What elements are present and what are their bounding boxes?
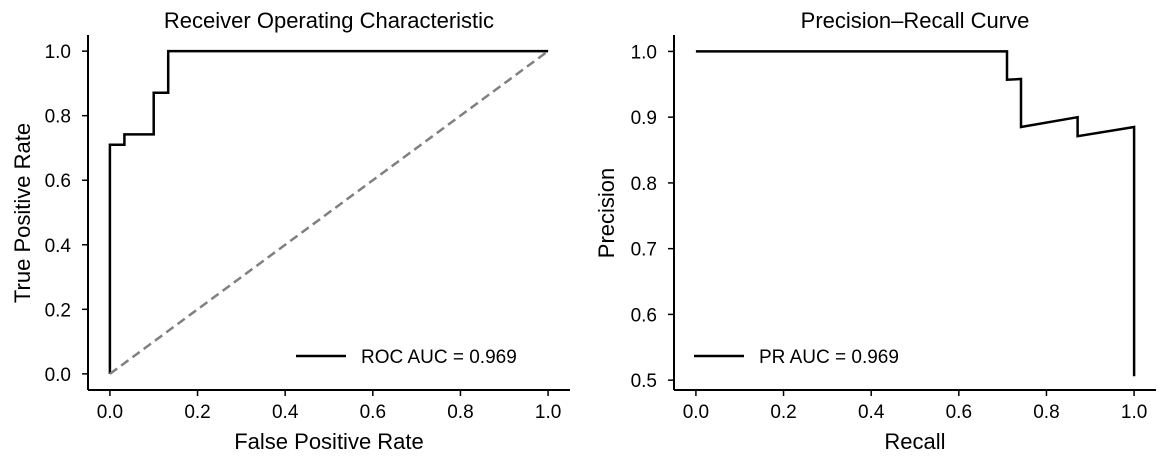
pr-legend: PR AUC = 0.969 — [694, 347, 899, 368]
roc-legend-label: ROC AUC = 0.969 — [361, 347, 517, 368]
pr-y-tick-label: 0.7 — [631, 240, 657, 261]
pr-y-tick-label: 1.0 — [631, 42, 657, 63]
roc-x-tick-label: 0.2 — [184, 402, 210, 423]
roc-x-tick-label: 0.8 — [447, 402, 473, 423]
pr-curve — [695, 50, 1136, 377]
pr-x-axis-label: Recall — [884, 429, 945, 454]
pr-title: Precision–Recall Curve — [801, 8, 1030, 33]
roc-y-tick-label: 0.2 — [45, 300, 71, 321]
pr-ticks: 0.0 0.2 0.4 0.6 0.8 1.0 0.5 0.6 0.7 0.8 0.9 1.0 — [631, 42, 1148, 423]
pr-x-tick-label: 0.4 — [858, 402, 885, 423]
pr-x-tick-label: 0.8 — [1033, 402, 1059, 423]
pr-y-tick-label: 0.8 — [631, 174, 657, 195]
roc-y-axis-label: True Positive Rate — [10, 123, 35, 303]
roc-y-tick-label: 0.4 — [45, 236, 72, 257]
pr-panel: Precision–Recall Curve Recall Precision … — [594, 8, 1156, 454]
roc-y-tick-label: 0.0 — [45, 365, 71, 386]
roc-x-tick-label: 0.6 — [360, 402, 386, 423]
roc-y-tick-label: 0.8 — [45, 107, 71, 128]
roc-chance-line — [109, 50, 549, 375]
pr-x-tick-label: 0.0 — [683, 402, 709, 423]
roc-ticks: 0.0 0.2 0.4 0.6 0.8 1.0 0.0 0.2 0.4 0.6 0.8 1.0 — [45, 42, 562, 423]
pr-y-tick-label: 0.9 — [631, 108, 657, 129]
pr-y-axis-label: Precision — [594, 168, 619, 258]
roc-y-tick-label: 1.0 — [45, 42, 71, 63]
pr-x-tick-label: 1.0 — [1121, 402, 1147, 423]
roc-curve — [108, 49, 549, 374]
pr-y-tick-label: 0.6 — [631, 305, 657, 326]
pr-series — [695, 50, 1136, 377]
roc-y-tick-label: 0.6 — [45, 171, 71, 192]
roc-legend: ROC AUC = 0.969 — [296, 347, 517, 368]
roc-x-tick-label: 0.0 — [97, 402, 123, 423]
pr-x-tick-label: 0.2 — [770, 402, 796, 423]
pr-legend-label: PR AUC = 0.969 — [759, 347, 899, 368]
roc-panel: Receiver Operating Characteristic False … — [10, 8, 570, 454]
roc-x-tick-label: 0.4 — [272, 402, 299, 423]
roc-x-tick-label: 1.0 — [535, 402, 561, 423]
pr-x-tick-label: 0.6 — [946, 402, 972, 423]
roc-series — [108, 49, 549, 375]
roc-x-axis-label: False Positive Rate — [234, 429, 424, 454]
pr-y-tick-label: 0.5 — [631, 371, 657, 392]
roc-title: Receiver Operating Characteristic — [164, 8, 494, 33]
